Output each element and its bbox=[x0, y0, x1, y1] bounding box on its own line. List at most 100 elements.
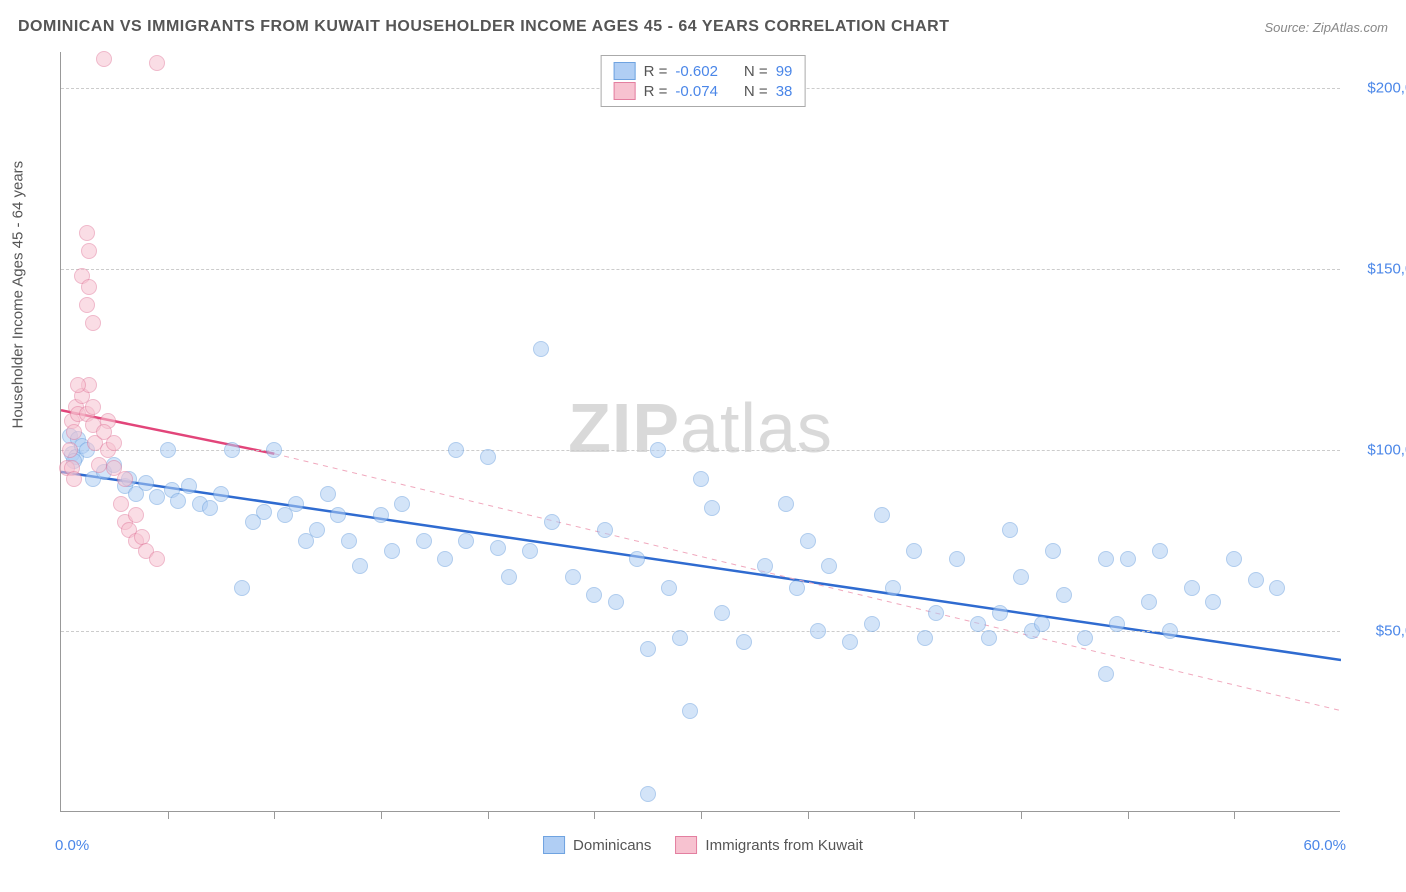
scatter-point bbox=[1248, 572, 1264, 588]
scatter-point bbox=[1013, 569, 1029, 585]
scatter-point bbox=[266, 442, 282, 458]
scatter-point bbox=[416, 533, 432, 549]
x-tick bbox=[274, 811, 275, 819]
scatter-point bbox=[66, 471, 82, 487]
scatter-point bbox=[341, 533, 357, 549]
watermark: ZIPatlas bbox=[568, 388, 833, 468]
legend-r-value: -0.602 bbox=[675, 63, 718, 80]
y-tick-label: $150,000 bbox=[1350, 261, 1406, 278]
scatter-point bbox=[138, 475, 154, 491]
scatter-point bbox=[1002, 522, 1018, 538]
gridline-horizontal bbox=[61, 269, 1340, 270]
scatter-point bbox=[149, 551, 165, 567]
scatter-point bbox=[128, 507, 144, 523]
trend-line-dashed bbox=[274, 454, 1341, 711]
scatter-point bbox=[117, 471, 133, 487]
scatter-point bbox=[70, 377, 86, 393]
scatter-point bbox=[85, 399, 101, 415]
scatter-point bbox=[640, 786, 656, 802]
scatter-point bbox=[202, 500, 218, 516]
legend-series-label: Immigrants from Kuwait bbox=[705, 837, 863, 854]
legend-n-value: 99 bbox=[776, 63, 793, 80]
scatter-point bbox=[682, 703, 698, 719]
scatter-point bbox=[522, 543, 538, 559]
scatter-point bbox=[629, 551, 645, 567]
legend-r-value: -0.074 bbox=[675, 83, 718, 100]
scatter-point bbox=[992, 605, 1008, 621]
scatter-point bbox=[693, 471, 709, 487]
scatter-point bbox=[1226, 551, 1242, 567]
scatter-point bbox=[85, 315, 101, 331]
scatter-point bbox=[885, 580, 901, 596]
plot-area: ZIPatlas $50,000$100,000$150,000$200,000 bbox=[60, 52, 1340, 812]
scatter-point bbox=[981, 630, 997, 646]
x-tick bbox=[914, 811, 915, 819]
y-tick-label: $200,000 bbox=[1350, 80, 1406, 97]
scatter-point bbox=[864, 616, 880, 632]
scatter-point bbox=[1162, 623, 1178, 639]
scatter-point bbox=[906, 543, 922, 559]
chart-title: DOMINICAN VS IMMIGRANTS FROM KUWAIT HOUS… bbox=[18, 18, 949, 36]
scatter-point bbox=[874, 507, 890, 523]
scatter-point bbox=[224, 442, 240, 458]
scatter-point bbox=[320, 486, 336, 502]
chart-container: DOMINICAN VS IMMIGRANTS FROM KUWAIT HOUS… bbox=[0, 0, 1406, 892]
y-tick-label: $50,000 bbox=[1350, 623, 1406, 640]
scatter-point bbox=[501, 569, 517, 585]
legend-swatch bbox=[543, 836, 565, 854]
scatter-point bbox=[1034, 616, 1050, 632]
y-tick-label: $100,000 bbox=[1350, 442, 1406, 459]
scatter-point bbox=[149, 55, 165, 71]
scatter-point bbox=[597, 522, 613, 538]
scatter-point bbox=[309, 522, 325, 538]
header: DOMINICAN VS IMMIGRANTS FROM KUWAIT HOUS… bbox=[18, 18, 1388, 36]
scatter-point bbox=[800, 533, 816, 549]
scatter-point bbox=[490, 540, 506, 556]
scatter-point bbox=[170, 493, 186, 509]
x-tick bbox=[488, 811, 489, 819]
legend-series-item: Dominicans bbox=[543, 836, 651, 854]
legend-swatch bbox=[675, 836, 697, 854]
trend-lines-layer bbox=[61, 52, 1341, 812]
scatter-point bbox=[821, 558, 837, 574]
legend-series: Dominicans Immigrants from Kuwait bbox=[543, 836, 863, 854]
source-label: Source: ZipAtlas.com bbox=[1264, 20, 1388, 35]
scatter-point bbox=[1098, 551, 1114, 567]
x-tick bbox=[381, 811, 382, 819]
x-tick bbox=[168, 811, 169, 819]
legend-correlation-row: R =-0.602N =99 bbox=[614, 62, 793, 80]
scatter-point bbox=[1077, 630, 1093, 646]
watermark-light: atlas bbox=[680, 389, 833, 467]
legend-swatch bbox=[614, 82, 636, 100]
scatter-point bbox=[213, 486, 229, 502]
scatter-point bbox=[789, 580, 805, 596]
scatter-point bbox=[181, 478, 197, 494]
scatter-point bbox=[970, 616, 986, 632]
x-tick bbox=[594, 811, 595, 819]
scatter-point bbox=[704, 500, 720, 516]
scatter-point bbox=[949, 551, 965, 567]
scatter-point bbox=[672, 630, 688, 646]
scatter-point bbox=[134, 529, 150, 545]
scatter-point bbox=[1269, 580, 1285, 596]
scatter-point bbox=[373, 507, 389, 523]
scatter-point bbox=[778, 496, 794, 512]
x-tick bbox=[808, 811, 809, 819]
scatter-point bbox=[1205, 594, 1221, 610]
scatter-point bbox=[586, 587, 602, 603]
scatter-point bbox=[234, 580, 250, 596]
scatter-point bbox=[757, 558, 773, 574]
legend-correlation: R =-0.602N =99R =-0.074N =38 bbox=[601, 55, 806, 107]
legend-n-label: N = bbox=[744, 83, 768, 100]
legend-correlation-row: R =-0.074N =38 bbox=[614, 82, 793, 100]
scatter-point bbox=[917, 630, 933, 646]
scatter-point bbox=[1098, 666, 1114, 682]
scatter-point bbox=[714, 605, 730, 621]
scatter-point bbox=[288, 496, 304, 512]
scatter-point bbox=[661, 580, 677, 596]
scatter-point bbox=[1184, 580, 1200, 596]
y-axis-label: Householder Income Ages 45 - 64 years bbox=[10, 161, 27, 429]
x-tick bbox=[1021, 811, 1022, 819]
scatter-point bbox=[1152, 543, 1168, 559]
scatter-point bbox=[928, 605, 944, 621]
